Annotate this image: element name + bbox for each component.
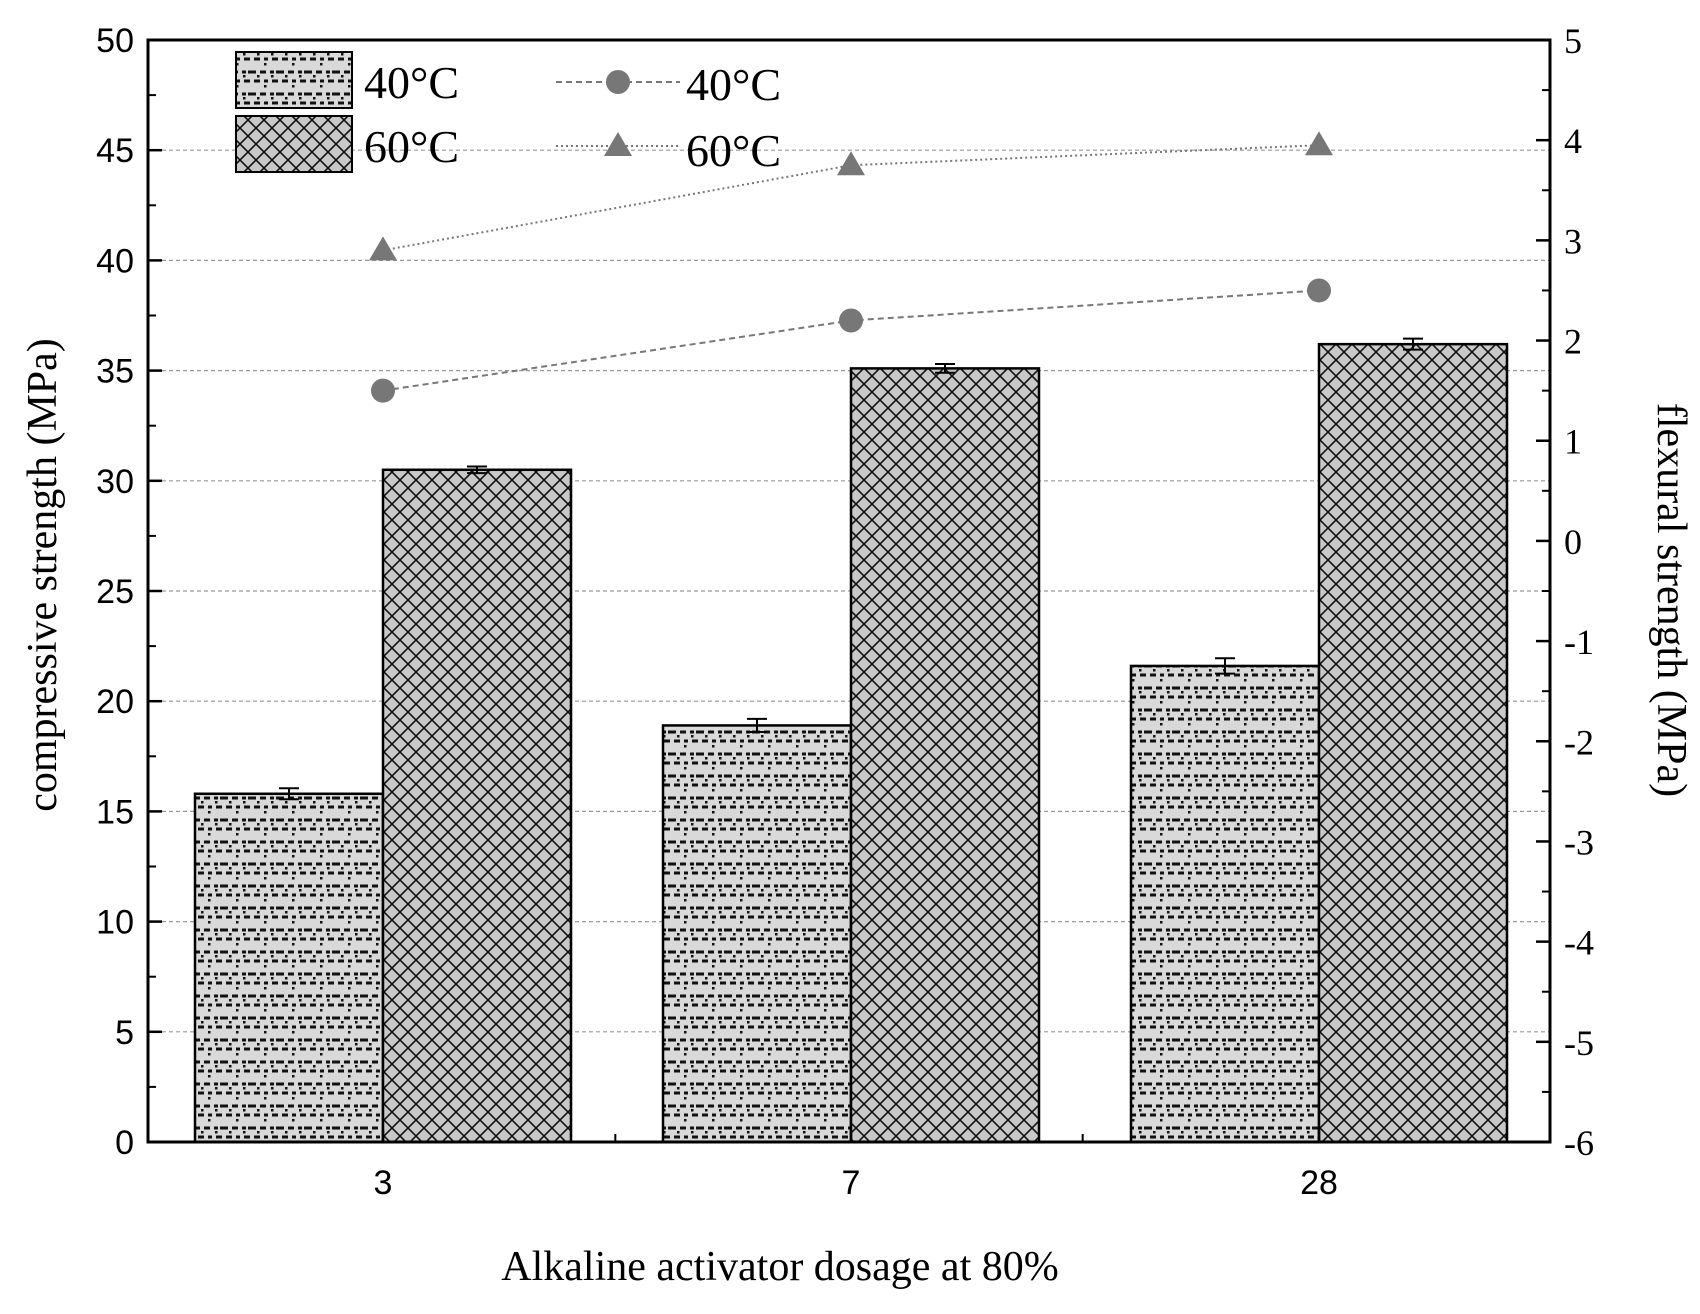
right-tick-label: 4 <box>1564 121 1582 161</box>
left-tick-label: 40 <box>96 242 134 280</box>
left-axis-ticks: 0 5 10 15 20 25 30 35 40 45 50 <box>96 22 162 1162</box>
point-triangle <box>837 151 865 176</box>
left-tick-label: 5 <box>115 1014 134 1052</box>
bars <box>193 342 1509 1144</box>
right-axis-ticks: -6 -5 -4 -3 -2 -1 0 1 2 3 4 5 <box>1536 21 1594 1163</box>
legend-swatch-bar-40 <box>235 51 353 109</box>
left-tick-label: 35 <box>96 353 134 391</box>
point-circle <box>1307 278 1331 303</box>
left-tick-label: 15 <box>96 793 134 831</box>
point-triangle <box>369 236 397 261</box>
left-tick-label: 45 <box>96 132 134 170</box>
legend-label-bar-60: 60°C <box>364 121 459 172</box>
right-tick-label: -1 <box>1564 622 1594 662</box>
right-tick-label: 1 <box>1564 422 1582 462</box>
left-tick-label: 30 <box>96 463 134 501</box>
point-circle <box>371 378 395 403</box>
y-axis-left-title: compressive strength (MPa) <box>20 338 66 812</box>
bar <box>193 792 385 1144</box>
right-tick-label: -3 <box>1564 822 1594 862</box>
right-tick-label: -4 <box>1564 923 1594 963</box>
bottom-tick-label: 28 <box>1300 1164 1338 1202</box>
left-tick-label: 25 <box>96 573 134 611</box>
bottom-tick-label: 7 <box>842 1164 861 1202</box>
right-tick-label: -2 <box>1564 722 1594 762</box>
x-axis-title: Alkaline activator dosage at 80% <box>501 1244 1058 1290</box>
left-tick-label: 0 <box>115 1124 134 1162</box>
right-tick-label: 0 <box>1564 522 1582 562</box>
y-axis-right-title: flexural strength (MPa) <box>1648 403 1694 797</box>
legend-marker-circle <box>606 70 630 94</box>
legend-label-line-60: 60°C <box>686 125 781 176</box>
point-circle <box>839 308 863 333</box>
right-tick-label: -5 <box>1564 1023 1594 1063</box>
right-tick-label: 2 <box>1564 322 1582 362</box>
flexural-lines <box>369 131 1333 403</box>
left-tick-label: 50 <box>96 22 134 60</box>
bottom-axis-ticks: 3 7 28 <box>374 1130 1338 1202</box>
legend-label-line-40: 40°C <box>686 59 781 110</box>
bar <box>661 724 853 1144</box>
bar <box>1317 342 1509 1144</box>
bottom-tick-label: 3 <box>374 1164 393 1202</box>
bar <box>849 367 1041 1144</box>
bar <box>1129 664 1321 1144</box>
bar <box>381 468 573 1144</box>
point-triangle <box>1305 131 1333 156</box>
right-tick-label: -6 <box>1564 1123 1594 1163</box>
legend-label-bar-40: 40°C <box>364 57 459 108</box>
error-bars <box>279 337 1423 801</box>
left-tick-label: 20 <box>96 683 134 721</box>
legend: 40°C 60°C 40°C 60°C <box>235 51 781 176</box>
right-tick-label: 3 <box>1564 221 1582 261</box>
left-tick-label: 10 <box>96 904 134 942</box>
legend-marker-triangle <box>604 132 632 156</box>
right-tick-label: 5 <box>1564 21 1582 61</box>
legend-swatch-bar-60 <box>235 115 353 173</box>
